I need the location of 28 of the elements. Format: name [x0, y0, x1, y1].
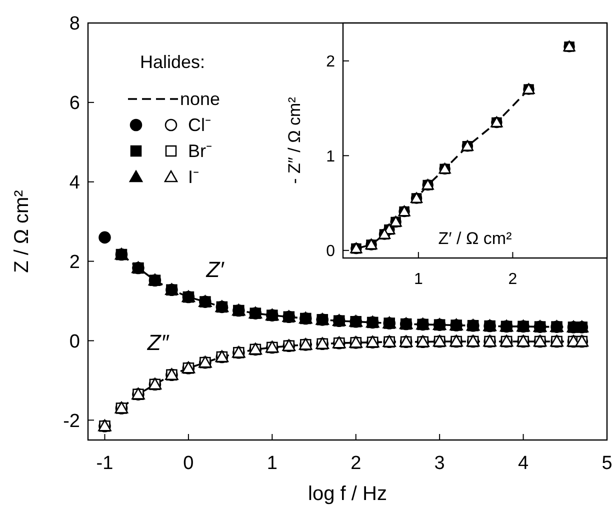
x-tick-label: 3 — [434, 453, 445, 474]
y-tick-label: 2 — [69, 252, 80, 273]
legend-title: Halides: — [140, 52, 206, 72]
legend-label: none — [180, 89, 220, 109]
x-axis-title: Z′ / Ω cm² — [438, 229, 512, 248]
x-tick-label: 4 — [518, 453, 529, 474]
x-tick-label: 2 — [350, 453, 362, 474]
point — [98, 231, 111, 244]
y-axis-title: Z / Ω cm² — [11, 190, 33, 273]
legend-label: Br⁻ — [188, 141, 212, 161]
y-tick-label: 0 — [326, 243, 336, 260]
x-tick-label: 5 — [602, 453, 612, 474]
annotation: Z″ — [146, 330, 170, 355]
y-axis-title: - Z″ / Ω cm² — [285, 96, 304, 184]
legend-label: I⁻ — [188, 167, 200, 187]
y-tick-label: 1 — [326, 148, 336, 166]
x-axis-title: log f / Hz — [308, 483, 387, 505]
y-tick-label: 0 — [69, 331, 80, 352]
y-tick-label: -2 — [63, 410, 80, 432]
y-tick-label: 4 — [69, 172, 80, 194]
legend-label: Cl⁻ — [188, 115, 211, 135]
x-tick-label: 1 — [266, 453, 278, 474]
y-tick-label: 6 — [69, 93, 80, 114]
y-tick-label: 8 — [69, 14, 80, 35]
y-tick-label: 2 — [326, 54, 336, 71]
x-tick-label: 0 — [183, 453, 194, 474]
annotation: Z′ — [205, 257, 225, 282]
x-tick-label: -1 — [96, 453, 114, 474]
